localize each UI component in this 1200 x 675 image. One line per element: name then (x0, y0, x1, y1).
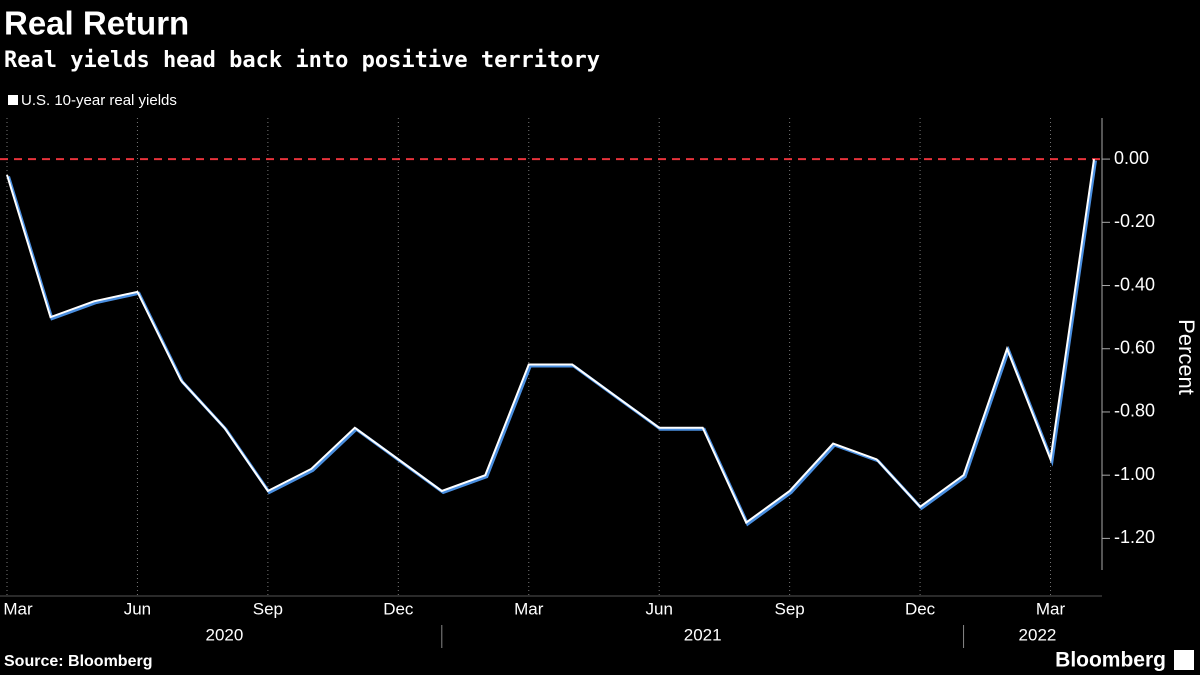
y-axis-label: Percent (1174, 319, 1199, 395)
x-tick-label: Dec (905, 599, 936, 618)
series-line-shadow (7, 160, 1097, 527)
brand-icon (1174, 650, 1194, 670)
source: Source: Bloomberg (4, 653, 152, 670)
legend-swatch (8, 95, 18, 105)
series-line (6, 158, 1095, 525)
y-tick-label: -0.20 (1114, 211, 1155, 231)
y-tick-label: -0.40 (1114, 274, 1155, 294)
legend-label: U.S. 10-year real yields (21, 92, 177, 109)
x-tick-label: Dec (383, 599, 414, 618)
chart-subtitle: Real yields head back into positive terr… (4, 48, 600, 73)
x-tick-label: Mar (3, 599, 33, 618)
y-tick-label: -0.80 (1114, 401, 1155, 421)
x-year-label: 2021 (684, 625, 722, 644)
brand: Bloomberg (1055, 649, 1166, 672)
x-year-label: 2020 (205, 625, 243, 644)
x-tick-label: Mar (1036, 599, 1066, 618)
x-tick-label: Jun (645, 599, 672, 618)
x-tick-label: Mar (514, 599, 544, 618)
y-tick-label: -1.20 (1114, 527, 1155, 547)
chart-title: Real Return (4, 5, 189, 42)
x-year-label: 2022 (1019, 625, 1057, 644)
x-tick-label: Sep (253, 599, 283, 618)
y-tick-label: 0.00 (1114, 148, 1149, 168)
x-tick-label: Sep (775, 599, 805, 618)
y-tick-label: -0.60 (1114, 337, 1155, 357)
y-tick-label: -1.00 (1114, 464, 1155, 484)
x-tick-label: Jun (124, 599, 151, 618)
